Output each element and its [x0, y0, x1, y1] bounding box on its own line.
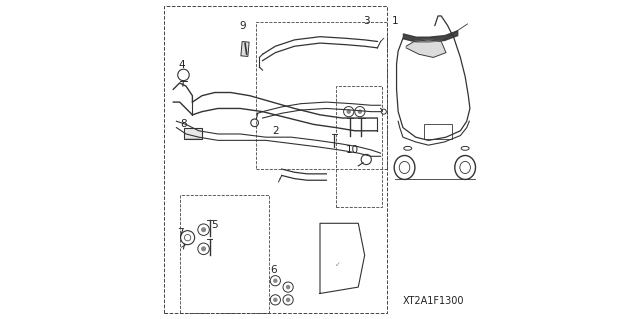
Bar	[180, 195, 269, 313]
Circle shape	[273, 278, 278, 283]
Bar	[164, 6, 387, 313]
Text: 9: 9	[239, 20, 246, 31]
Bar	[424, 124, 452, 139]
Text: 8: 8	[180, 119, 187, 130]
Bar	[184, 128, 202, 139]
Circle shape	[201, 227, 206, 232]
Text: 5: 5	[211, 220, 218, 230]
Text: 2: 2	[272, 126, 278, 136]
Text: ✓: ✓	[335, 262, 340, 268]
Text: 7: 7	[177, 228, 184, 238]
Circle shape	[286, 285, 291, 289]
Circle shape	[286, 298, 291, 302]
Bar	[336, 86, 382, 207]
Text: 4: 4	[179, 60, 186, 70]
Text: 3: 3	[363, 16, 369, 26]
Circle shape	[273, 298, 278, 302]
Bar	[241, 41, 249, 56]
Circle shape	[358, 109, 362, 114]
Text: 6: 6	[271, 264, 277, 275]
Polygon shape	[406, 40, 446, 57]
Text: 10: 10	[346, 145, 358, 155]
Circle shape	[346, 109, 351, 114]
Text: 1: 1	[392, 16, 398, 26]
Circle shape	[201, 246, 206, 251]
Text: XT2A1F1300: XT2A1F1300	[403, 296, 464, 307]
Bar	[256, 22, 387, 169]
